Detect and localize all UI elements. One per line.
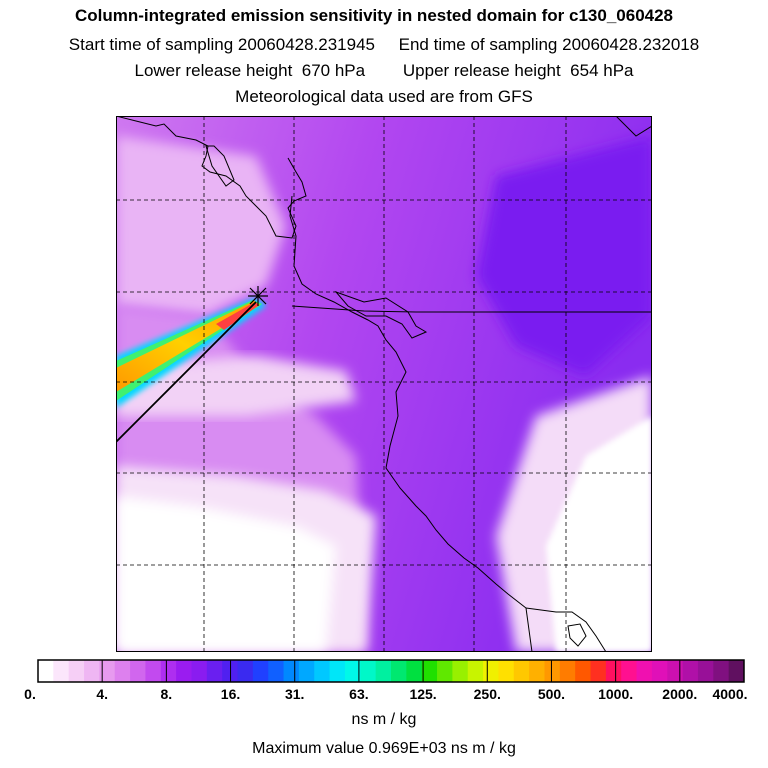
met-data-source: Meteorological data used are from GFS: [235, 87, 533, 106]
colorbar-swatch: [697, 660, 714, 682]
colorbar-tick-label: 1000.: [598, 686, 634, 702]
colorbar-tick-label: 4.: [96, 686, 109, 702]
colorbar-swatch: [375, 660, 392, 682]
colorbar-tick-label: 8.: [160, 686, 173, 702]
coastline: [615, 116, 652, 137]
colorbar-swatch: [283, 660, 300, 682]
colorbar-swatch: [452, 660, 469, 682]
coastline: [567, 623, 587, 647]
colorbar-swatch: [38, 660, 54, 682]
colorbar-swatch: [314, 660, 331, 682]
colorbar-swatch: [437, 660, 453, 682]
colorbar-swatch: [483, 660, 499, 682]
colorbar-swatch: [590, 660, 607, 682]
colorbar-tick-label: 0.: [24, 686, 36, 702]
colorbar-swatch: [605, 660, 622, 682]
colorbar-swatch: [513, 660, 530, 682]
border: [291, 305, 652, 313]
colorbar-swatch: [145, 660, 162, 682]
colorbar-swatch: [344, 660, 361, 682]
upper-release-height: Upper release height 654 hPa: [402, 61, 634, 80]
colorbar-swatch: [728, 660, 745, 682]
colorbar-tick-label: 63.: [349, 686, 369, 702]
coastline: [334, 290, 428, 339]
colorbar-border: [37, 659, 745, 683]
colorbar-tick-label: 500.: [537, 686, 566, 702]
colorbar-swatch: [298, 660, 315, 682]
colorbar-swatch: [391, 660, 407, 682]
sampling-times: Start time of sampling 20060428.231945 E…: [0, 35, 768, 55]
colorbar-swatch: [421, 660, 438, 682]
colorbar-swatch: [130, 660, 146, 682]
colorbar-swatch: [682, 660, 699, 682]
colorbar-swatch: [252, 660, 269, 682]
colorbar-swatch: [529, 660, 545, 682]
colorbar-swatch: [237, 660, 254, 682]
coastline: [116, 116, 307, 239]
colorbar-swatch: [575, 660, 592, 682]
colorbar-swatch: [53, 660, 70, 682]
colorbar-tick-label: 16.: [220, 686, 241, 702]
maximum-value: Maximum value 0.969E+03 ns m / kg: [252, 740, 516, 757]
colorbar-swatch: [68, 660, 85, 682]
colorbar-swatch: [268, 660, 285, 682]
colorbar-swatch: [467, 660, 484, 682]
colorbar-swatch: [651, 660, 668, 682]
colorbar-swatch: [84, 660, 100, 682]
plot-title: Column-integrated emission sensitivity i…: [74, 6, 674, 25]
colorbar-swatch: [206, 660, 223, 682]
field-light-band: [116, 356, 356, 416]
colorbar-swatch: [713, 660, 730, 682]
graticule: [116, 116, 652, 652]
border: [525, 607, 607, 652]
colorbar-swatch: [406, 660, 423, 682]
release-point-marker: [248, 286, 268, 306]
colorbar-swatch: [191, 660, 208, 682]
sensitivity-map: [116, 116, 652, 652]
field-high-east: [476, 136, 652, 376]
colorbar-units: ns m / kg: [351, 711, 417, 728]
colorbar-tick-label: 250.: [473, 686, 501, 702]
colorbar-tick-label: 4000.: [712, 686, 748, 702]
colorbar-swatch: [176, 660, 192, 682]
colorbar-swatch: [498, 660, 515, 682]
field-clear-southwest-inner: [116, 496, 336, 652]
coastline: [289, 195, 533, 652]
field-clear-southeast-inner: [546, 416, 652, 652]
coastline: [205, 145, 235, 187]
colorbar-swatch: [160, 660, 177, 682]
colorbar-swatch: [99, 660, 116, 682]
colorbar-swatch: [329, 660, 346, 682]
colorbar-tick-label: 125.: [409, 686, 437, 702]
colorbar-swatch: [114, 660, 131, 682]
colorbar-swatch: [544, 660, 561, 682]
colorbar: [37, 659, 745, 683]
map-border: [116, 116, 652, 652]
lower-release-height: Lower release height 670 hPa: [134, 61, 366, 80]
end-time: End time of sampling 20060428.232018: [398, 35, 700, 54]
colorbar-swatch: [559, 660, 576, 682]
flight-track: [116, 301, 257, 443]
colorbar-swatch: [360, 660, 377, 682]
field-low-west: [116, 136, 286, 316]
colorbar-swatch: [636, 660, 653, 682]
release-heights: Lower release height 670 hPa Upper relea…: [0, 61, 768, 81]
start-time: Start time of sampling 20060428.231945: [68, 35, 376, 54]
colorbar-tick-label: 2000.: [662, 686, 698, 702]
colorbar-swatch: [667, 660, 684, 682]
colorbar-swatch: [621, 660, 638, 682]
colorbar-tick-label: 31.: [284, 686, 305, 702]
